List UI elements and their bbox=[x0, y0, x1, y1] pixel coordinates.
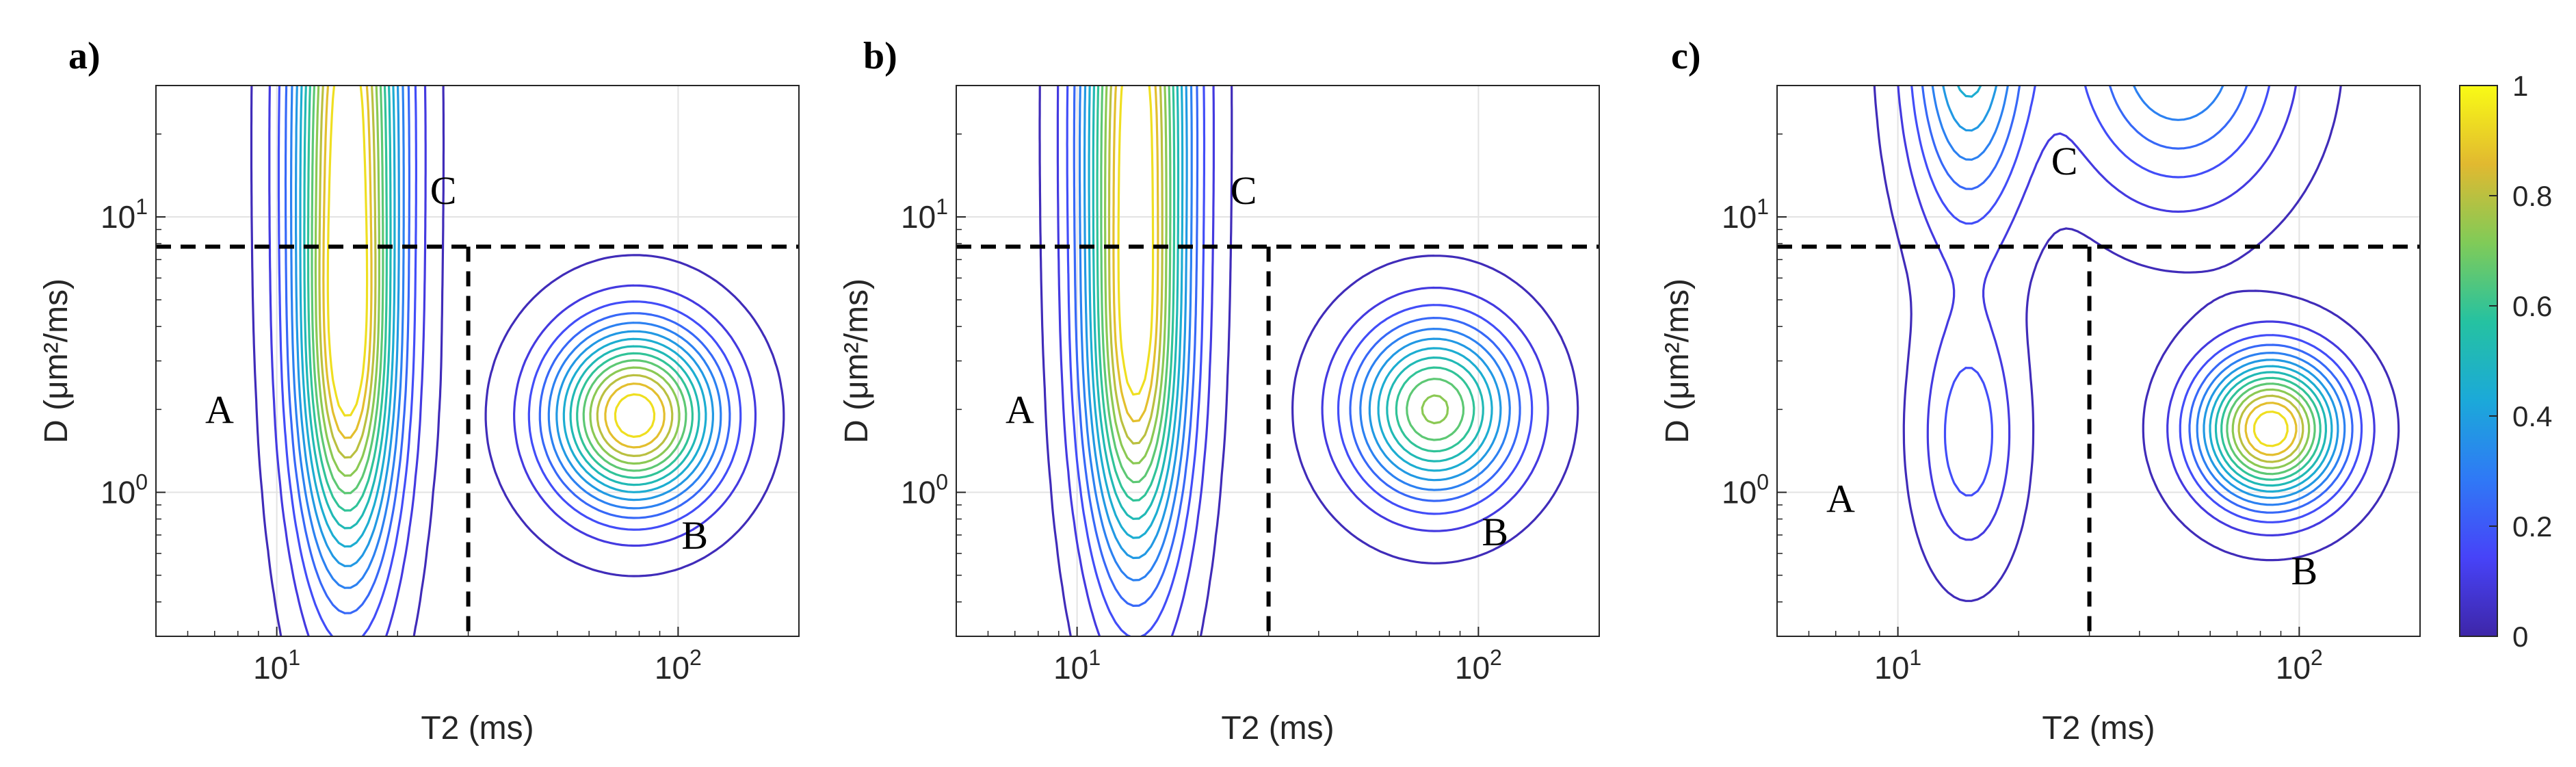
panel-b: 101 102 100 101 T2 (ms) D (μm²/ms) b) A B C bbox=[839, 35, 1600, 746]
contour-level bbox=[2214, 371, 2327, 487]
contour-level bbox=[1112, 86, 1159, 423]
contour-level bbox=[1921, 86, 2354, 514]
contour-level bbox=[1083, 86, 1502, 560]
contour-level bbox=[1910, 86, 2363, 523]
colorbar-tick-label: 0.2 bbox=[2512, 510, 2552, 543]
contour-level bbox=[2231, 388, 2311, 469]
region-label-b: B bbox=[2291, 549, 2318, 593]
region-label-b: B bbox=[1482, 510, 1508, 554]
region-label-a: A bbox=[1826, 477, 1855, 521]
panel-a: 101 102 100 101 T2 (ms) D (μm²/ms) a) A B C bbox=[38, 35, 800, 746]
colorbar-tick-label: 0.6 bbox=[2512, 290, 2552, 322]
contour-level bbox=[1897, 86, 2376, 541]
contour-level bbox=[1942, 86, 2339, 499]
contour-level bbox=[2220, 376, 2322, 481]
y-axis-label: D (μm²/ms) bbox=[1659, 278, 1696, 443]
contour-level bbox=[284, 86, 731, 614]
y-axis-label: D (μm²/ms) bbox=[38, 278, 75, 443]
contour-level bbox=[1873, 86, 2400, 602]
x-axis-label: T2 (ms) bbox=[1221, 710, 1334, 746]
region-label-a: A bbox=[1006, 387, 1034, 432]
contour-level bbox=[1100, 86, 1465, 484]
region-label-c: C bbox=[1231, 168, 1257, 213]
region-label-c: C bbox=[2051, 139, 2078, 183]
contour-level bbox=[1096, 86, 1475, 502]
contour-level bbox=[2252, 411, 2289, 447]
y-tick-label: 101 bbox=[101, 194, 148, 235]
panel-label: c) bbox=[1671, 35, 1701, 77]
contour-level bbox=[290, 86, 722, 589]
contour-level bbox=[326, 86, 656, 438]
contour-level bbox=[1117, 86, 1155, 396]
plot-area bbox=[1777, 86, 2420, 636]
colorbar-tick-label: 1 bbox=[2512, 70, 2528, 102]
colorbar-tick-label: 0.8 bbox=[2512, 180, 2552, 212]
contour-level bbox=[1956, 86, 2333, 493]
contour-level bbox=[322, 86, 666, 449]
contour-level bbox=[299, 86, 707, 548]
contour-level bbox=[1056, 86, 1549, 636]
contour-level bbox=[311, 86, 687, 495]
y-tick-label: 100 bbox=[901, 470, 948, 510]
colorbar-gradient bbox=[2459, 85, 2498, 637]
y-tick-label: 100 bbox=[101, 470, 148, 510]
contour-level bbox=[1066, 86, 1534, 636]
contour-level bbox=[1931, 86, 2346, 506]
y-axis-label: D (μm²/ms) bbox=[839, 278, 875, 443]
contour-level bbox=[1038, 86, 1579, 636]
x-tick-label: 101 bbox=[253, 645, 300, 686]
y-tick-label: 100 bbox=[1722, 470, 1769, 510]
contour-lines bbox=[1873, 86, 2400, 602]
contour-level bbox=[1078, 86, 1511, 582]
x-axis-label: T2 (ms) bbox=[421, 710, 534, 746]
contour-level bbox=[277, 86, 742, 636]
x-tick-label: 102 bbox=[2276, 645, 2323, 686]
x-tick-label: 102 bbox=[655, 645, 702, 686]
x-axis-label: T2 (ms) bbox=[2042, 710, 2155, 746]
plot-area bbox=[156, 86, 799, 636]
contour-lines bbox=[1038, 86, 1579, 636]
plot-area bbox=[956, 86, 1599, 636]
contour-lines bbox=[250, 86, 785, 636]
panel-label: a) bbox=[68, 35, 101, 77]
contour-level bbox=[1092, 86, 1484, 520]
contour-level bbox=[314, 86, 681, 477]
x-tick-label: 102 bbox=[1455, 645, 1502, 686]
y-tick-label: 101 bbox=[1722, 194, 1769, 235]
contour-level bbox=[2226, 382, 2316, 476]
grid bbox=[1777, 86, 2420, 636]
panel-c: 101 102 100 101 T2 (ms) D (μm²/ms) c) A B C bbox=[1659, 35, 2421, 746]
region-label-c: C bbox=[430, 168, 457, 213]
contour-level bbox=[2244, 402, 2298, 456]
contour-level bbox=[1104, 86, 1449, 465]
contour-level bbox=[306, 86, 694, 512]
region-label-b: B bbox=[681, 513, 708, 558]
region-label-a: A bbox=[205, 387, 234, 432]
contour-level bbox=[303, 86, 700, 530]
panel-label: b) bbox=[863, 35, 897, 77]
x-tick-label: 101 bbox=[1053, 645, 1101, 686]
contour-level bbox=[295, 86, 714, 567]
contour-level bbox=[1073, 86, 1521, 607]
colorbar: 0 0.2 0.4 0.6 0.8 1 bbox=[2459, 70, 2552, 653]
contour-level bbox=[268, 86, 757, 636]
x-tick-label: 101 bbox=[1874, 645, 1921, 686]
contour-level bbox=[1107, 86, 1164, 445]
colorbar-tick-label: 0 bbox=[2512, 621, 2528, 653]
y-tick-label: 101 bbox=[901, 194, 948, 235]
contour-level bbox=[250, 86, 785, 636]
contour-level bbox=[318, 86, 674, 459]
colorbar-tick-label: 0.4 bbox=[2512, 400, 2552, 432]
contour-level bbox=[2237, 394, 2304, 463]
